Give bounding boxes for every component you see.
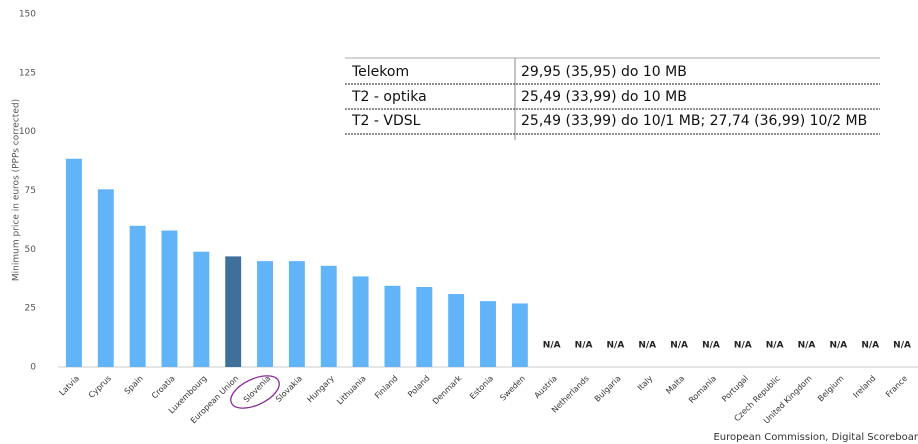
x-tick-label: Ireland xyxy=(851,374,877,400)
table-cell: 25,49 (33,99) do 10 MB xyxy=(521,89,687,105)
y-tick-label: 125 xyxy=(19,68,36,78)
x-tick-label: Cyprus xyxy=(87,374,113,400)
table-cell: Telekom xyxy=(351,64,409,80)
y-tick-label: 25 xyxy=(25,304,36,314)
price-table: Telekom 29,95 (35,95) do 10 MB T2 - opti… xyxy=(345,57,880,140)
x-tick-label: Latvia xyxy=(58,374,82,398)
value-label: N/A xyxy=(702,341,720,351)
x-tick-label: Lithuania xyxy=(335,374,368,407)
bar xyxy=(448,294,465,367)
bar xyxy=(511,303,528,367)
x-tick-label: Bulgaria xyxy=(593,374,623,404)
x-tick-label: Finland xyxy=(373,374,400,401)
bar xyxy=(161,230,178,367)
value-label: N/A xyxy=(861,341,879,351)
x-tick-label: Spain xyxy=(123,374,145,396)
x-tick-label: Italy xyxy=(636,374,655,393)
highlight-circle xyxy=(230,375,280,409)
value-label: N/A xyxy=(638,341,656,351)
table-cell: T2 - VDSL xyxy=(351,113,421,129)
bar xyxy=(65,158,82,367)
value-label: N/A xyxy=(670,341,688,351)
y-tick-label: 50 xyxy=(25,245,37,255)
x-tick-label: Belgium xyxy=(816,374,846,404)
bar xyxy=(288,261,305,367)
bar xyxy=(480,301,496,367)
bar xyxy=(129,225,146,367)
x-tick-label: Estonia xyxy=(468,374,495,401)
y-tick-label: 75 xyxy=(25,186,36,196)
value-label: N/A xyxy=(766,341,784,351)
value-label: N/A xyxy=(798,341,816,351)
x-tick-label: Croatia xyxy=(150,374,177,401)
x-tick-label: Sweden xyxy=(498,374,527,403)
value-label: N/A xyxy=(607,341,625,351)
bar xyxy=(257,261,273,367)
bar xyxy=(225,256,242,367)
x-tick-label: Malta xyxy=(664,374,686,396)
bar xyxy=(384,285,401,367)
x-tick-label: Denmark xyxy=(431,374,464,407)
bar xyxy=(193,251,210,367)
x-tick-label: Portugal xyxy=(720,374,750,404)
value-label: N/A xyxy=(829,341,847,351)
x-tick-label: Hungary xyxy=(305,374,336,405)
x-tick-label: Poland xyxy=(406,374,431,399)
x-tick-label: Romania xyxy=(687,374,718,405)
x-tick-label: France xyxy=(884,374,909,399)
y-tick-label: 0 xyxy=(30,363,36,373)
bar xyxy=(97,189,114,367)
y-tick-label: 100 xyxy=(19,127,36,137)
value-label: N/A xyxy=(543,341,561,351)
bar xyxy=(320,265,337,367)
bar xyxy=(416,286,433,367)
table-cell: 29,95 (35,95) do 10 MB xyxy=(521,64,687,80)
value-label: N/A xyxy=(893,341,911,351)
source: European Commission, Digital Scoreboar xyxy=(713,432,918,443)
value-label: N/A xyxy=(734,341,752,351)
table-cell: 25,49 (33,99) do 10/1 MB; 27,74 (36,99) … xyxy=(521,113,867,129)
value-label: N/A xyxy=(575,341,593,351)
y-axis-label: Minimum price in euros (PPPs corrected) xyxy=(12,99,22,281)
y-tick-label: 150 xyxy=(19,10,36,20)
table-cell: T2 - optika xyxy=(351,89,427,105)
bar xyxy=(352,276,369,367)
x-tick-label: Austria xyxy=(533,374,559,400)
